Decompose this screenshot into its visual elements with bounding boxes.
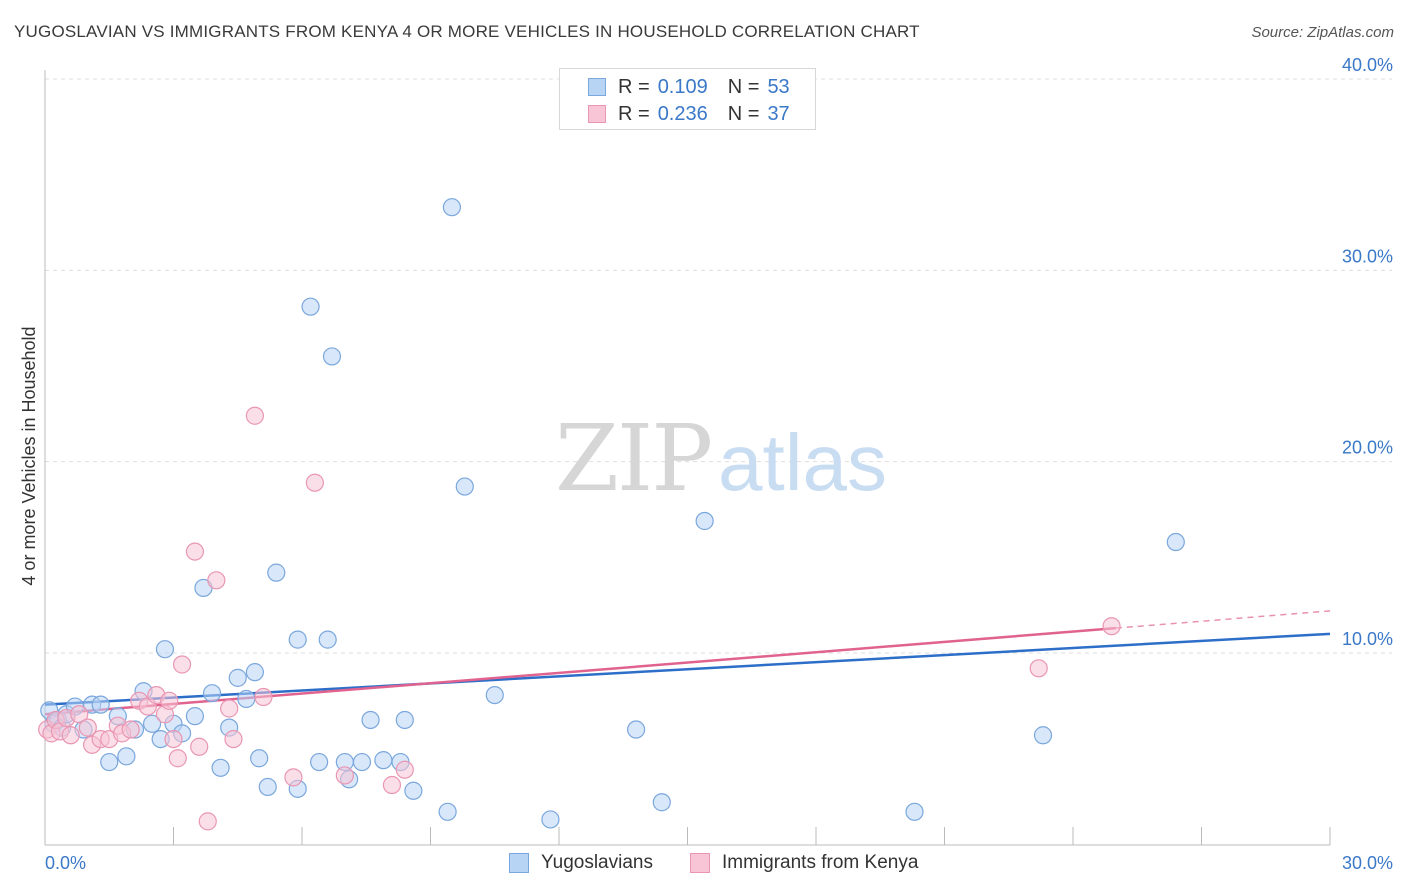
data-point xyxy=(301,297,320,316)
grid-lines xyxy=(45,78,1392,654)
stats-row-yugoslavians: R = 0.109 N = 53 xyxy=(588,75,790,99)
data-point xyxy=(190,737,209,756)
data-point xyxy=(1102,617,1121,636)
y-axis-label: 4 or more Vehicles in Household xyxy=(19,326,39,585)
data-point xyxy=(164,729,183,749)
r-label: R = xyxy=(618,75,650,98)
data-point xyxy=(202,684,222,703)
r-value: 0.109 xyxy=(657,75,708,98)
x-tick-label: 30.0% xyxy=(1342,853,1393,873)
data-point xyxy=(100,752,119,772)
data-points xyxy=(38,198,1185,831)
data-point xyxy=(160,691,179,710)
data-point xyxy=(185,707,205,726)
y-tick-label: 10.0% xyxy=(1342,629,1393,649)
data-point xyxy=(61,726,80,745)
data-point xyxy=(695,511,714,531)
data-point xyxy=(352,752,372,772)
watermark-zip: ZIP xyxy=(555,405,711,512)
data-point xyxy=(254,687,273,707)
data-point xyxy=(395,760,414,779)
data-point xyxy=(185,542,205,561)
chart-title: YUGOSLAVIAN VS IMMIGRANTS FROM KENYA 4 O… xyxy=(14,22,920,41)
watermark: ZIP atlas xyxy=(555,405,887,512)
data-point xyxy=(1029,659,1048,678)
data-point xyxy=(198,812,217,831)
stats-row-kenya: R = 0.236 N = 37 xyxy=(588,102,790,126)
data-point xyxy=(1166,532,1185,552)
data-point xyxy=(245,663,264,682)
data-point xyxy=(382,775,402,795)
y-tick-label: 20.0% xyxy=(1342,438,1393,458)
data-point xyxy=(250,749,269,768)
legend-label: Yugoslavians xyxy=(541,852,653,873)
data-point xyxy=(168,749,187,768)
data-point xyxy=(224,729,243,749)
axis-labels: 10.0% 20.0% 30.0% 40.0% 0.0% 30.0% 4 or more V… xyxy=(19,55,1393,873)
data-point xyxy=(485,685,504,705)
data-point xyxy=(117,747,136,766)
data-point xyxy=(121,720,140,739)
data-point xyxy=(220,699,239,718)
trend-line xyxy=(44,626,1116,716)
data-point xyxy=(905,802,924,821)
data-point xyxy=(305,473,324,492)
data-point xyxy=(288,630,307,649)
swatch-pink xyxy=(588,105,606,123)
n-value: 53 xyxy=(767,75,790,98)
series-legend: Yugoslavians Immigrants from Kenya xyxy=(0,852,1406,878)
data-point xyxy=(1033,726,1053,745)
data-point xyxy=(172,655,192,674)
data-point xyxy=(626,720,646,739)
data-point xyxy=(395,710,414,730)
data-point xyxy=(70,705,89,724)
data-point xyxy=(237,689,256,709)
legend-label: Immigrants from Kenya xyxy=(722,852,919,873)
r-label: R = xyxy=(618,102,650,125)
data-point xyxy=(155,640,175,659)
n-value: 37 xyxy=(767,102,790,125)
data-point xyxy=(318,630,337,649)
data-point xyxy=(284,768,303,787)
data-point xyxy=(361,710,380,730)
data-point xyxy=(310,752,329,772)
legend-item-kenya[interactable]: Immigrants from Kenya xyxy=(690,852,918,874)
legend-item-yugoslavians[interactable]: Yugoslavians xyxy=(509,852,653,874)
x-tick-label: 0.0% xyxy=(45,853,86,873)
r-value: 0.236 xyxy=(657,102,708,125)
data-point xyxy=(91,695,110,714)
data-point xyxy=(211,758,230,777)
data-point xyxy=(322,347,342,366)
swatch-blue xyxy=(509,853,529,873)
trend-line-extension xyxy=(1115,610,1331,629)
data-point xyxy=(455,477,474,496)
y-tick-label: 40.0% xyxy=(1342,55,1393,75)
data-point xyxy=(404,781,423,800)
data-point xyxy=(442,198,462,217)
data-point xyxy=(374,751,393,770)
stats-legend: R = 0.109 N = 53 R = 0.236 N = 37 xyxy=(559,68,816,130)
source-label: Source: ZipAtlas.com xyxy=(1251,24,1394,41)
data-point xyxy=(207,571,226,590)
data-point xyxy=(335,766,354,785)
data-point xyxy=(228,668,247,687)
n-label: N = xyxy=(727,75,760,98)
swatch-pink xyxy=(690,853,710,873)
data-point xyxy=(652,793,671,812)
data-point xyxy=(267,563,286,582)
data-point xyxy=(142,714,162,733)
n-label: N = xyxy=(727,102,760,125)
data-point xyxy=(438,802,457,821)
y-tick-label: 30.0% xyxy=(1342,246,1393,266)
data-point xyxy=(541,810,560,829)
data-point xyxy=(245,406,264,425)
watermark-atlas: atlas xyxy=(718,418,887,507)
data-point xyxy=(258,777,277,797)
data-point xyxy=(78,718,97,737)
swatch-blue xyxy=(588,78,606,96)
